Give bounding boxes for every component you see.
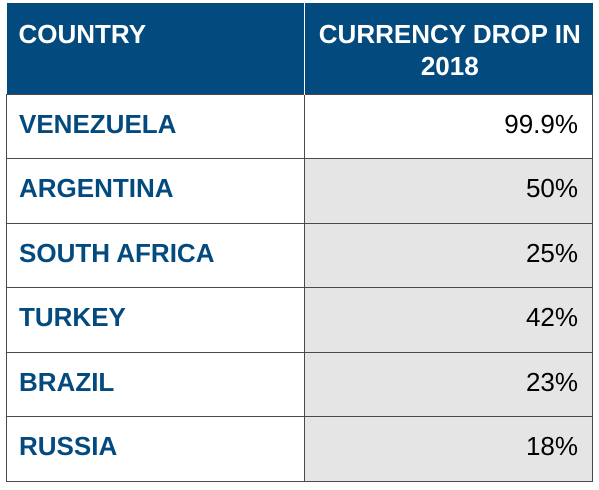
currency-drop-cell: 50% [304,158,593,224]
currency-drop-column-header: CURRENCY DROP IN 2018 [304,3,593,94]
currency-drop-cell: 25% [304,222,593,288]
header-row: COUNTRY CURRENCY DROP IN 2018 [6,3,593,94]
table-row: RUSSIA 18% [6,416,593,482]
country-cell: TURKEY [6,287,305,353]
currency-drop-table: COUNTRY CURRENCY DROP IN 2018 VENEZUELA … [6,3,593,482]
table-row: SOUTH AFRICA 25% [6,222,593,288]
currency-drop-cell: 23% [304,351,593,417]
table-row: BRAZIL 23% [6,351,593,417]
country-column-header: COUNTRY [6,3,305,94]
country-cell: BRAZIL [6,351,305,417]
table-row: ARGENTINA 50% [6,158,593,224]
currency-drop-cell: 99.9% [304,93,593,159]
table-row: TURKEY 42% [6,287,593,353]
currency-drop-cell: 18% [304,416,593,482]
country-cell: RUSSIA [6,416,305,482]
table-row: VENEZUELA 99.9% [6,93,593,159]
country-cell: SOUTH AFRICA [6,222,305,288]
currency-drop-cell: 42% [304,287,593,353]
country-cell: VENEZUELA [6,93,305,159]
country-cell: ARGENTINA [6,158,305,224]
